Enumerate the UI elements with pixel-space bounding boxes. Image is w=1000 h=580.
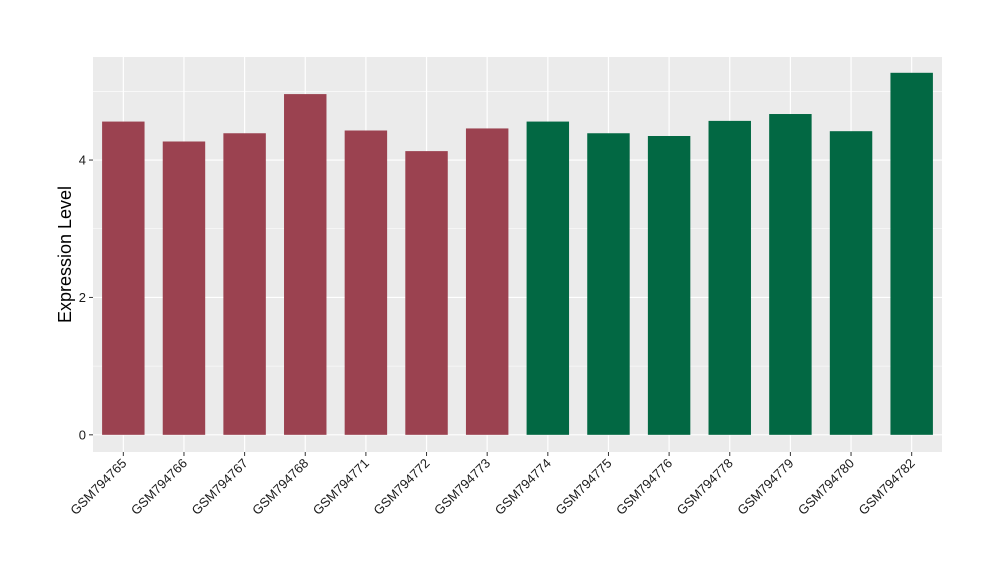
bar-GSM794782 xyxy=(890,72,933,435)
bar-GSM794776 xyxy=(647,136,691,435)
x-tick-label: GSM794766 xyxy=(128,456,190,518)
bar-GSM794774 xyxy=(526,121,570,435)
bar-GSM794779 xyxy=(769,114,812,435)
x-tick-label: GSM794782 xyxy=(856,456,918,518)
bar-GSM794778 xyxy=(708,120,751,435)
bar-GSM794765 xyxy=(102,121,145,435)
bar-GSM794780 xyxy=(829,131,873,435)
bar-GSM794768 xyxy=(284,94,327,435)
bars xyxy=(102,72,933,435)
y-axis-title: Expression Level xyxy=(55,186,75,323)
bar-GSM794773 xyxy=(465,128,509,435)
y-axis: 0 2 4 xyxy=(79,153,93,442)
bar-GSM794767 xyxy=(223,133,266,435)
x-tick-label: GSM794779 xyxy=(734,456,796,518)
bar-GSM794772 xyxy=(405,151,448,435)
x-axis: GSM794765GSM794766GSM794767GSM794768GSM7… xyxy=(67,452,918,518)
x-tick-label: GSM794771 xyxy=(310,456,372,518)
x-tick-label: GSM794776 xyxy=(613,456,675,518)
x-tick-label: GSM794780 xyxy=(795,456,857,518)
x-tick-label: GSM794773 xyxy=(431,456,493,518)
bar-GSM794766 xyxy=(162,141,206,435)
bar-GSM794771 xyxy=(344,130,388,435)
x-tick-label: GSM794772 xyxy=(370,456,432,518)
x-tick-label: GSM794778 xyxy=(674,456,736,518)
y-tick-label: 4 xyxy=(79,153,86,168)
y-tick-label: 2 xyxy=(79,290,86,305)
plot-panel xyxy=(93,57,942,452)
x-tick-label: GSM794775 xyxy=(552,456,614,518)
x-tick-label: GSM794767 xyxy=(189,456,251,518)
x-tick-label: GSM794765 xyxy=(67,456,129,518)
x-tick-label: GSM794768 xyxy=(249,456,311,518)
x-tick-label: GSM794774 xyxy=(492,456,554,518)
y-tick-label: 0 xyxy=(79,427,86,442)
bar-GSM794775 xyxy=(587,133,630,435)
